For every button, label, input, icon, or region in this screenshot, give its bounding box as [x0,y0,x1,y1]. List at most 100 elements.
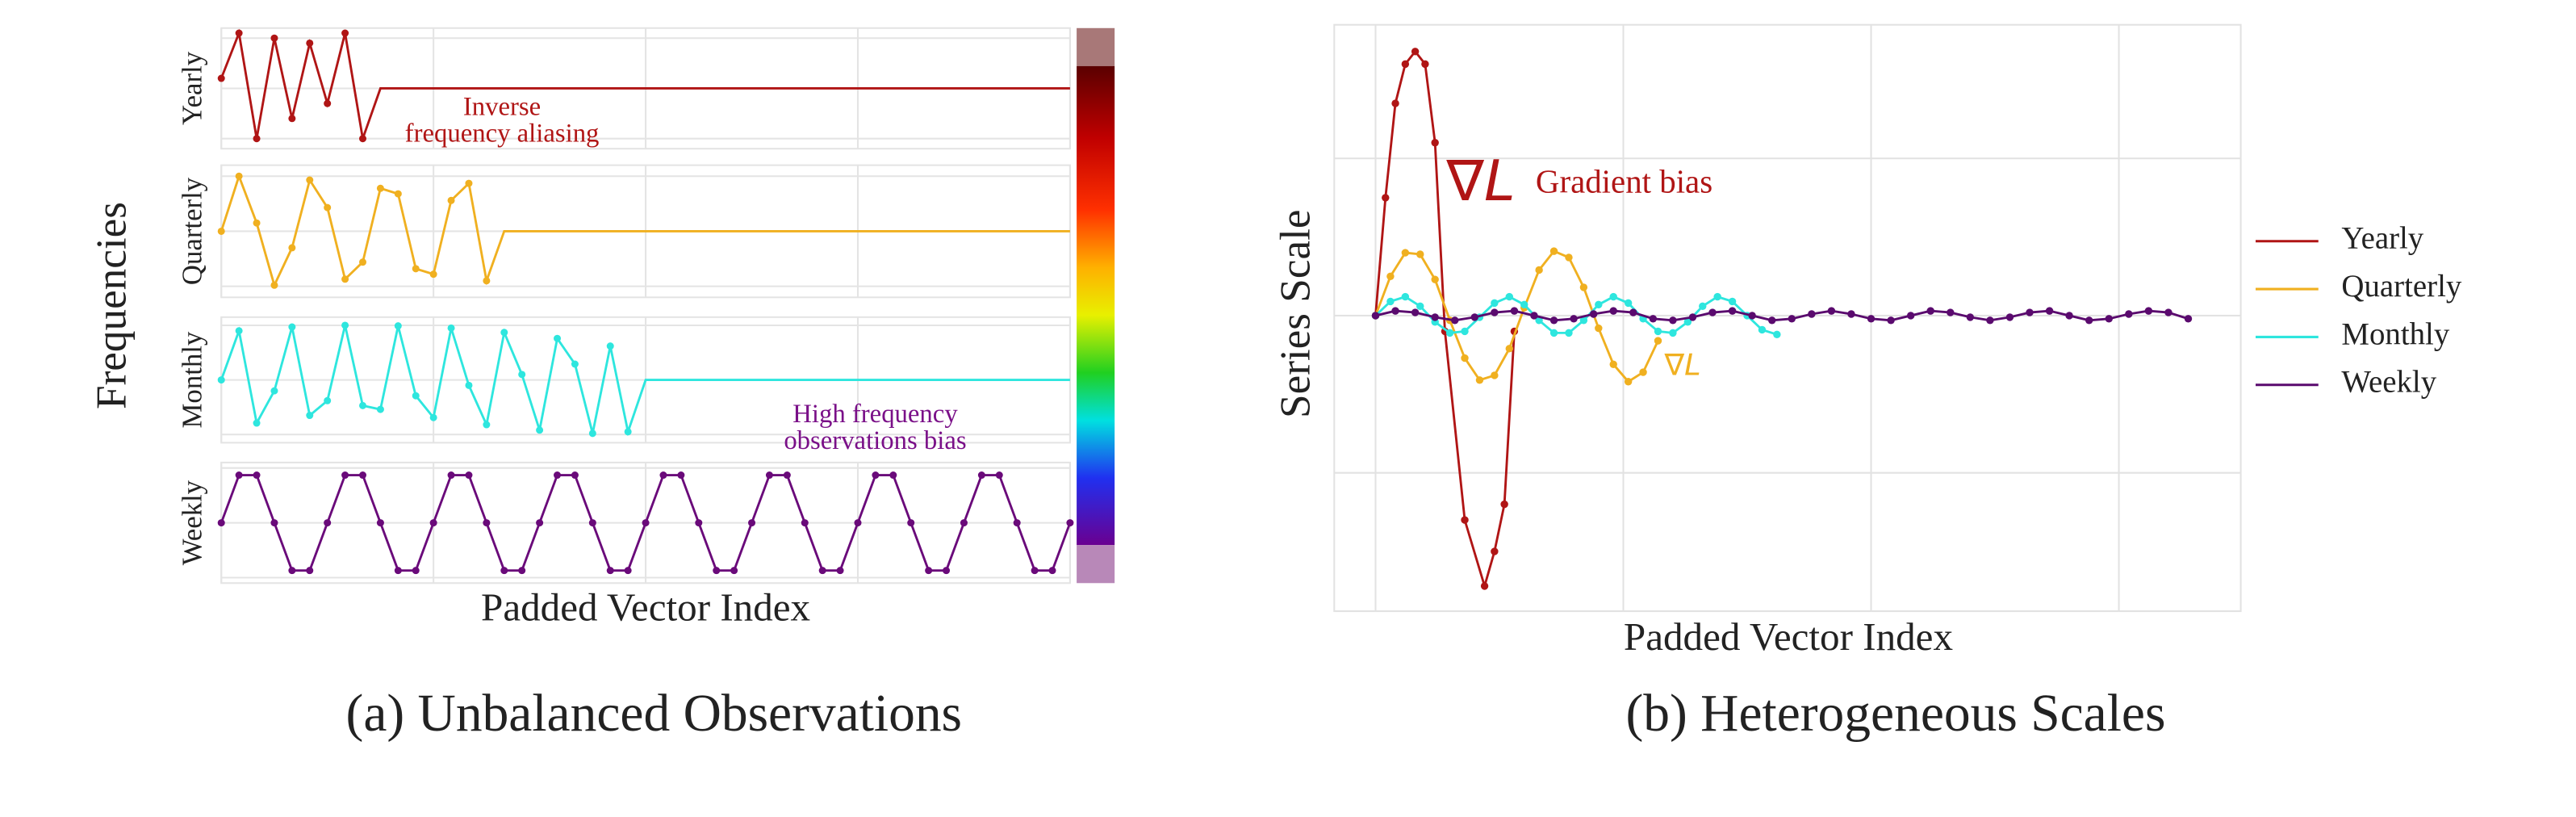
data-point [412,567,420,575]
data-point [1758,325,1767,334]
data-point [1867,315,1876,323]
data-point [500,567,508,575]
data-point [217,227,225,235]
data-point [1966,313,1975,321]
data-point [1639,368,1647,376]
data-point [2105,315,2113,323]
data-point [1431,275,1439,283]
data-point [536,426,544,434]
data-point [429,413,437,421]
annotation: observations bias [784,426,966,455]
x-axis-label: Padded Vector Index [1624,614,1953,659]
data-point [783,471,791,480]
data-point [1505,345,1513,353]
data-point [1048,567,1056,575]
data-point [642,519,650,527]
data-point [1475,376,1484,384]
data-point [465,179,473,187]
plot-frame [1333,23,2242,613]
data-point [1391,99,1399,107]
data-point [447,471,455,480]
data-point [306,39,314,47]
data-point [1629,308,1637,316]
data-point [324,396,332,404]
data-point [801,519,809,527]
data-point [1013,519,1021,527]
data-point [288,323,296,331]
colorbar [1077,65,1115,546]
data-point [1688,313,1697,321]
data-point [606,342,614,350]
data-point [1906,312,1915,320]
data-point [394,567,402,575]
data-point [306,176,314,184]
annotation: Gradient bias [1536,164,1712,200]
data-point [235,172,243,180]
data-point [270,34,278,42]
data-point [554,334,562,342]
data-point [376,519,384,527]
data-point [1708,308,1717,316]
annotation: Inverse [463,93,541,122]
data-point [1401,292,1410,301]
annotation: frequency aliasing [405,119,600,148]
data-point [288,567,296,575]
data-point [624,567,632,575]
data-point [854,519,862,527]
data-point [1649,315,1658,323]
data-point [1382,194,1390,202]
data-point [1066,519,1074,527]
data-point [1411,48,1420,56]
data-point [324,203,332,212]
data-point [253,471,261,480]
data-point [341,321,349,329]
data-point [713,567,721,575]
data-point [376,405,384,413]
data-point [1549,247,1558,255]
data-point [1624,378,1633,386]
data-point [447,196,455,204]
y-axis-label: Frequencies [87,202,135,409]
data-point [1416,302,1424,310]
data-point [2045,307,2054,315]
data-point [624,428,632,436]
data-point [500,329,508,337]
data-point [1391,307,1399,315]
data-point [1748,312,1756,320]
data-point [677,471,685,480]
data-point [394,322,402,330]
data-point [288,244,296,252]
data-point [1728,297,1737,306]
data-point [235,29,243,37]
data-point [1480,582,1489,590]
data-point [1683,318,1692,326]
data-point [217,519,225,527]
data-point [836,567,844,575]
data-point [1470,313,1479,321]
data-point [1609,307,1617,315]
data-point [1510,307,1519,315]
data-point [536,519,544,527]
data-point [1461,516,1469,524]
data-point [253,419,261,427]
data-point [465,381,473,389]
data-point [571,360,579,368]
subplot-label: Monthly [176,331,207,428]
data-point [1491,547,1499,555]
data-point [376,184,384,192]
data-point [1386,297,1395,306]
data-point [1371,312,1380,320]
data-point [217,74,225,82]
data-point [588,429,596,438]
data-point [412,265,420,273]
data-point [447,324,455,332]
data-point [1386,272,1395,280]
data-point [1788,315,1796,323]
data-point [1401,60,1410,69]
x-axis-label: Padded Vector Index [481,584,810,629]
data-point [235,327,243,335]
data-point [1570,315,1578,323]
data-point [341,29,349,37]
data-point [1520,300,1528,309]
